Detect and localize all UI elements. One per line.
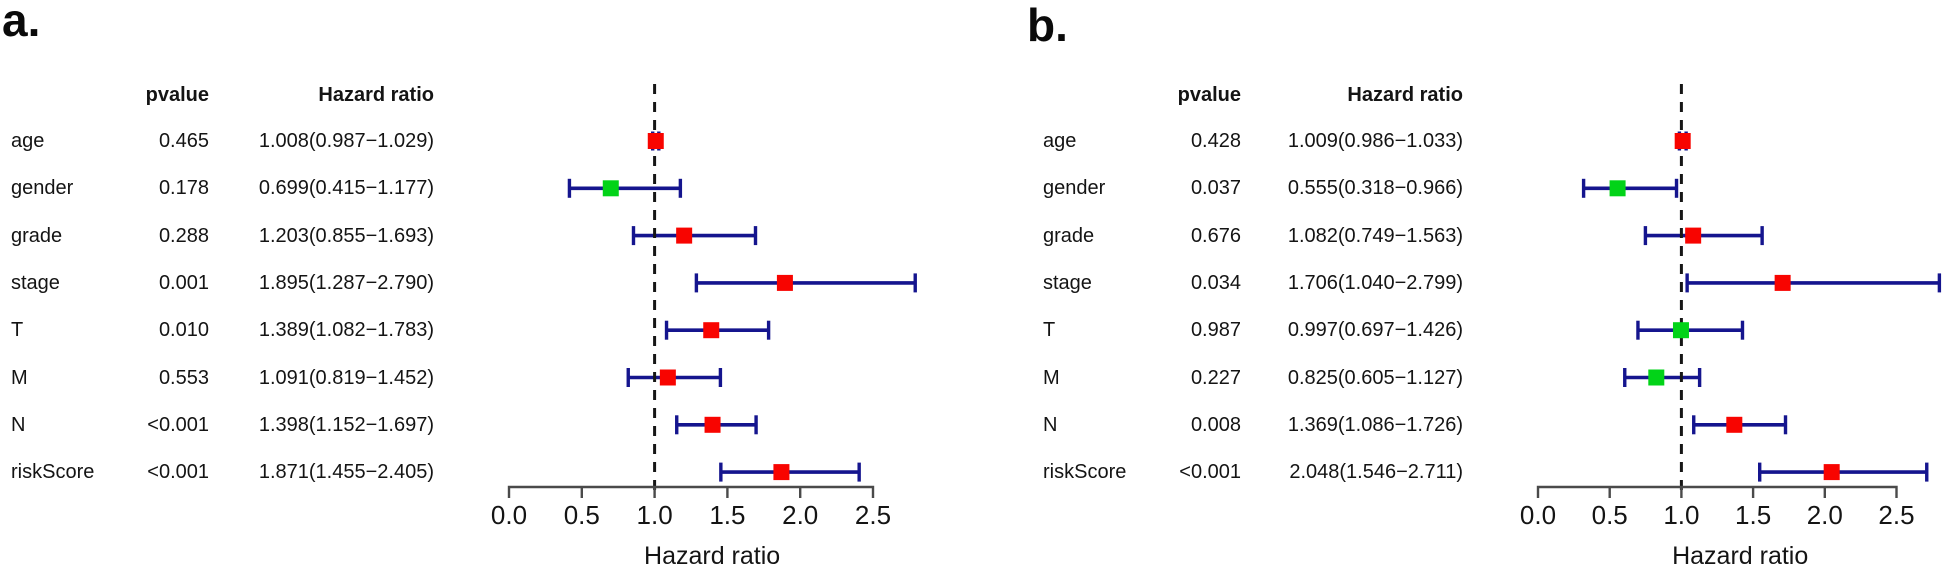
x-axis (507, 485, 875, 498)
x-axis-title: Hazard ratio (1672, 542, 1808, 570)
hr-marker-red (659, 369, 676, 386)
row-hazard-ratio: 0.825(0.605−1.127) (1287, 366, 1463, 389)
row-pvalue: 0.008 (1190, 413, 1241, 436)
row-pvalue: 0.037 (1190, 177, 1241, 200)
row-label: M (11, 366, 28, 389)
row-label: stage (11, 271, 60, 294)
row-pvalue: 0.010 (158, 319, 209, 342)
hr-marker-red (647, 133, 664, 149)
pvalue-column-header: pvalue (145, 84, 209, 106)
x-axis (1536, 485, 1898, 498)
x-tick-label: 1.0 (637, 500, 673, 530)
row-pvalue: 0.001 (158, 271, 209, 294)
row-pvalue: 0.428 (1190, 130, 1241, 152)
x-tick-label: 2.5 (1878, 500, 1914, 530)
pvalue-column-header: pvalue (1177, 84, 1241, 106)
x-tick-label: 1.5 (709, 500, 745, 530)
hr-marker-red (776, 274, 793, 291)
row-label: stage (1043, 271, 1092, 294)
row-pvalue: 0.987 (1190, 319, 1241, 342)
hazard-ratio-column-header: Hazard ratio (1347, 84, 1463, 106)
row-pvalue: 0.227 (1190, 366, 1241, 389)
row-hazard-ratio: 1.082(0.749−1.563) (1287, 224, 1463, 247)
row-label: riskScore (1043, 461, 1127, 484)
row-label: grade (1043, 224, 1095, 247)
hr-marker-red (676, 227, 693, 244)
row-pvalue: 0.178 (158, 177, 209, 200)
row-label: N (1043, 413, 1058, 436)
x-tick-label: 2.0 (782, 500, 818, 530)
row-pvalue: 0.676 (1190, 224, 1241, 247)
row-pvalue: <0.001 (147, 413, 209, 436)
row-label: T (1043, 319, 1056, 342)
row-hazard-ratio: 1.203(0.855−1.693) (258, 224, 434, 247)
hr-marker-green (602, 180, 619, 197)
row-hazard-ratio: 1.398(1.152−1.697) (258, 413, 434, 436)
row-hazard-ratio: 0.555(0.318−0.966) (1287, 177, 1463, 200)
row-label: M (1043, 366, 1060, 389)
x-tick-label: 1.0 (1663, 500, 1699, 530)
row-label: gender (1043, 177, 1106, 200)
hr-marker-green (1609, 180, 1626, 197)
x-tick-label: 0.5 (564, 500, 600, 530)
x-axis-title: Hazard ratio (644, 542, 780, 570)
row-hazard-ratio: 1.389(1.082−1.783) (258, 319, 434, 342)
hr-marker-red (1726, 416, 1743, 433)
row-label: age (11, 130, 45, 152)
hr-marker-red (1674, 133, 1691, 149)
hr-marker-red (704, 416, 721, 433)
row-hazard-ratio: 1.009(0.986−1.033) (1287, 130, 1463, 152)
x-tick-label: 0.0 (491, 500, 527, 530)
x-tick-label: 0.5 (1592, 500, 1628, 530)
row-pvalue: 0.553 (158, 366, 209, 389)
row-pvalue: 0.465 (158, 130, 209, 152)
row-hazard-ratio: 1.706(1.040−2.799) (1287, 271, 1463, 294)
row-hazard-ratio: 1.008(0.987−1.029) (258, 130, 434, 152)
row-hazard-ratio: 1.369(1.086−1.726) (1287, 413, 1463, 436)
hazard-ratio-column-header: Hazard ratio (318, 84, 434, 106)
row-pvalue: 0.288 (158, 224, 209, 247)
hr-marker-red (1685, 227, 1702, 244)
hr-marker-red (1823, 464, 1840, 481)
row-hazard-ratio: 1.871(1.455−2.405) (258, 461, 434, 484)
row-label: riskScore (11, 461, 95, 484)
hr-marker-red (773, 464, 790, 481)
row-label: N (11, 413, 26, 436)
hr-marker-red (1774, 274, 1791, 291)
row-label: age (1043, 130, 1077, 152)
hr-marker-green (1672, 322, 1689, 339)
x-tick-label: 0.0 (1520, 500, 1556, 530)
row-hazard-ratio: 0.997(0.697−1.426) (1287, 319, 1463, 342)
row-hazard-ratio: 1.091(0.819−1.452) (258, 366, 434, 389)
x-tick-label: 1.5 (1735, 500, 1771, 530)
x-tick-label: 2.0 (1807, 500, 1843, 530)
hr-marker-red (703, 322, 720, 339)
row-hazard-ratio: 1.895(1.287−2.790) (258, 271, 434, 294)
panel-label-a: a. (2, 0, 41, 46)
row-label: grade (11, 224, 63, 247)
row-pvalue: <0.001 (147, 461, 209, 484)
row-label: T (11, 319, 24, 342)
row-hazard-ratio: 2.048(1.546−2.711) (1289, 461, 1463, 484)
row-pvalue: 0.034 (1190, 271, 1241, 294)
panel-label-b: b. (1027, 0, 1068, 51)
row-pvalue: <0.001 (1179, 461, 1241, 484)
hr-marker-green (1648, 369, 1665, 386)
row-hazard-ratio: 0.699(0.415−1.177) (258, 177, 434, 200)
x-tick-label: 2.5 (855, 500, 891, 530)
row-label: gender (11, 177, 74, 200)
